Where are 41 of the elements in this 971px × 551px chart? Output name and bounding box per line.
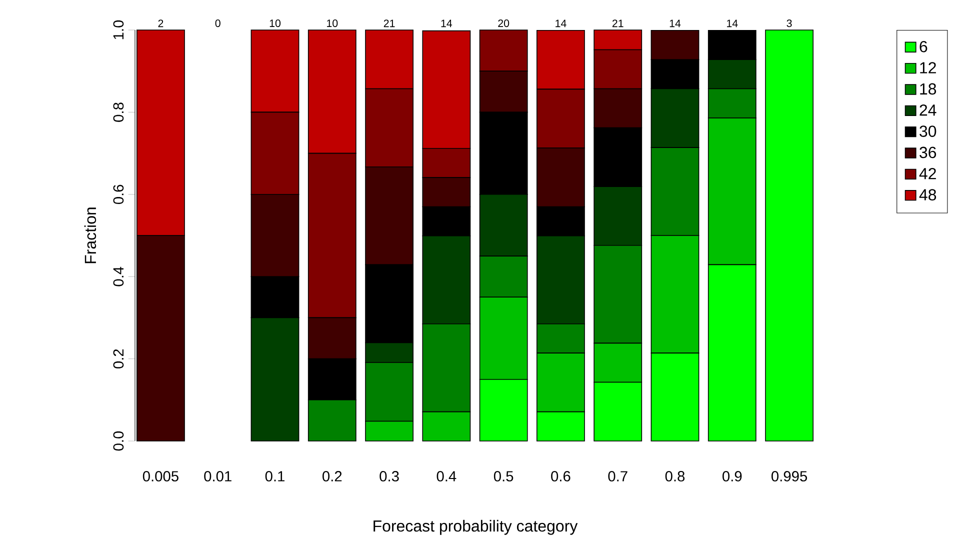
y-tick-label: 0.6	[113, 184, 124, 204]
x-tick-label: 0.01	[204, 471, 232, 482]
legend-label: 24	[920, 104, 936, 116]
legend-label: 42	[919, 168, 936, 180]
annotation: 2	[158, 20, 164, 28]
bar	[765, 30, 814, 442]
legend-label: 30	[920, 126, 936, 137]
legend-label: 12	[920, 62, 936, 74]
text: 0	[215, 20, 220, 28]
y-tick-label: 0.2	[113, 349, 124, 368]
annotation: 3	[786, 20, 792, 28]
x-tick-label: 0.3	[380, 471, 399, 482]
x-tick-label: 0.2	[322, 471, 342, 482]
legend-label: 6	[920, 40, 928, 52]
annotation: 21	[612, 20, 624, 28]
x-tick-label: 0.8	[665, 471, 685, 482]
legend-label: 48	[919, 189, 936, 200]
annotation: 14	[727, 20, 738, 28]
annotation: 10	[327, 20, 338, 28]
x-tick-label: 0.6	[551, 471, 570, 482]
y-tick-label: 0.0	[113, 431, 124, 451]
annotation: 21	[384, 20, 395, 28]
x-axis-title: Forecast probability category	[374, 520, 578, 535]
x-tick-label: 0.005	[142, 471, 178, 482]
x-tick-label: 0.7	[608, 471, 628, 482]
x-tick-label: 0.9	[722, 471, 742, 482]
x-tick-label: 0.5	[494, 471, 514, 482]
x-tick-label: 0.995	[772, 471, 808, 482]
annotation: 14	[556, 20, 566, 28]
x-tick-label: 0.4	[436, 471, 456, 482]
legend-label: 18	[920, 83, 936, 95]
y-tick-label: 1.0	[113, 20, 124, 40]
y-tick-label: 0.4	[113, 266, 124, 286]
legend-label: 36	[920, 146, 936, 158]
y-tick-label: 0.8	[113, 102, 124, 122]
annotation: 10	[270, 20, 281, 28]
x-tick-label: 0.1	[265, 471, 284, 482]
annotation: 20	[498, 20, 510, 28]
annotation: 14	[670, 20, 681, 28]
y-axis-title: Fraction	[84, 208, 96, 264]
annotation: 14	[441, 20, 452, 28]
